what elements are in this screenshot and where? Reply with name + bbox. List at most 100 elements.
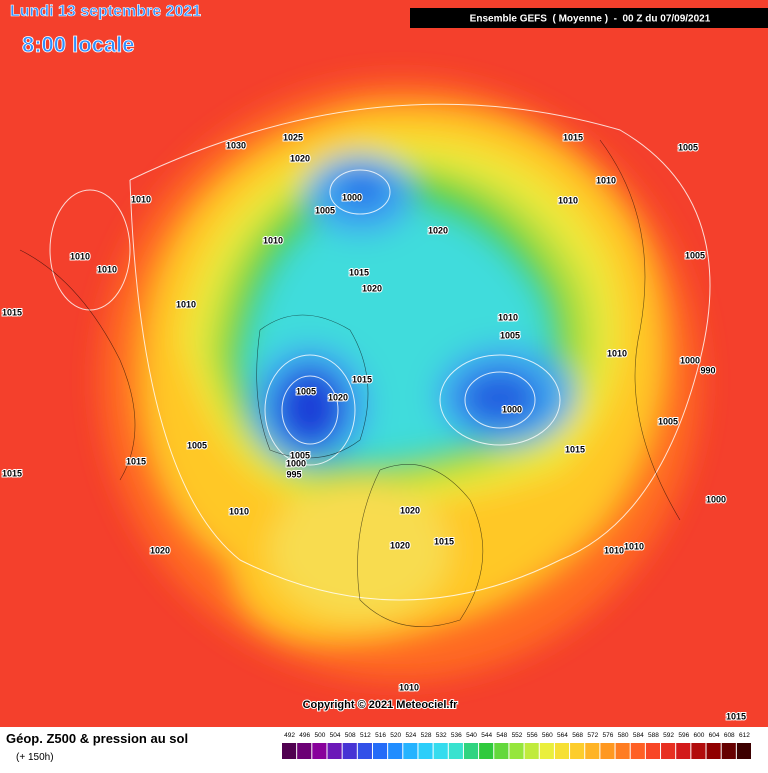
pressure-label: 1005 (658, 416, 678, 426)
pressure-label: 1005 (685, 250, 705, 260)
scale-label: 556 (527, 732, 538, 739)
pressure-label: 1010 (558, 195, 578, 205)
pressure-label: 1010 (604, 545, 624, 555)
pressure-label: 1015 (126, 456, 146, 466)
scale-swatch (661, 743, 676, 759)
isobars (49, 103, 711, 601)
pressure-label: 1010 (624, 541, 644, 551)
scale-label: 548 (496, 732, 507, 739)
date: Lundi 13 septembre 2021 (10, 3, 201, 20)
scale-swatch (691, 743, 706, 759)
scale-swatch (615, 743, 630, 759)
scale-label: 584 (633, 732, 644, 739)
pressure-label: 1020 (400, 505, 420, 515)
time: 8:00 locale (22, 32, 135, 57)
pressure-label: 1010 (176, 299, 196, 309)
pressure-label: 1005 (296, 386, 316, 396)
pressure-label: 1015 (2, 468, 22, 478)
scale-swatch (463, 743, 479, 759)
pressure-label: 1020 (362, 283, 382, 293)
pressure-label: 1005 (500, 330, 520, 340)
pressure-label: 1005 (187, 440, 207, 450)
scale-swatch (645, 743, 661, 759)
scale-label: 532 (436, 732, 447, 739)
model-info: Ensemble GEFS ( Moyenne ) - 00 Z du 07/0… (470, 14, 711, 25)
scale-swatch (600, 743, 615, 759)
scale-label: 612 (739, 732, 750, 739)
pressure-label: 1005 (315, 205, 335, 215)
scale-label: 508 (345, 732, 356, 739)
pressure-label: 1000 (680, 355, 700, 365)
scale-label: 560 (542, 732, 553, 739)
scale-label: 528 (421, 732, 432, 739)
pressure-label: 1010 (263, 235, 283, 245)
pressure-label: 1000 (502, 404, 522, 414)
scale-swatch (418, 743, 433, 759)
scale-label: 580 (618, 732, 629, 739)
scale-label: 516 (375, 732, 386, 739)
scale-swatch (388, 743, 403, 759)
forecast-lead: (+ 150h) (16, 752, 54, 763)
scale-swatch (312, 743, 327, 759)
scale-label: 596 (678, 732, 689, 739)
scale-label: 496 (299, 732, 310, 739)
scale-label: 500 (314, 732, 325, 739)
pressure-label: 1015 (352, 374, 372, 384)
pressure-label: 1010 (607, 348, 627, 358)
copyright: Copyright © 2021 Meteociel.fr (303, 699, 459, 711)
scale-label: 512 (360, 732, 371, 739)
color-scale: 492 496 500 504 508 512 516 520 524 528 532 536 540 5… (282, 732, 751, 759)
pressure-label: 1005 (678, 142, 698, 152)
scale-swatch (736, 743, 751, 759)
pressure-label: 1015 (2, 307, 22, 317)
scale-swatch (676, 743, 691, 759)
header-bar (410, 8, 768, 28)
scale-swatch (524, 743, 539, 759)
scale-swatch (357, 743, 372, 759)
pressure-label: 990 (700, 365, 715, 375)
scale-label: 592 (663, 732, 674, 739)
pressure-label: 1000 (706, 494, 726, 504)
scale-swatch (448, 743, 463, 759)
scale-label: 576 (603, 732, 614, 739)
coastlines (19, 139, 681, 627)
scale-label: 492 (284, 732, 295, 739)
scale-swatch (539, 743, 554, 759)
pressure-label: 1000 (286, 458, 306, 468)
pressure-label: 1020 (150, 545, 170, 555)
pressure-label: 1015 (563, 132, 583, 142)
scale-label: 604 (709, 732, 720, 739)
scale-label: 564 (557, 732, 568, 739)
geopotential-field (100, 80, 700, 680)
pressure-label: 1015 (565, 444, 585, 454)
pressure-label: 1010 (70, 251, 90, 261)
pressure-label: 1000 (342, 192, 362, 202)
scale-swatch (327, 743, 342, 759)
scale-label: 588 (648, 732, 659, 739)
scale-label: 536 (451, 732, 462, 739)
pressure-label: 1015 (726, 711, 746, 721)
legend-title: Géop. Z500 & pression au sol (6, 731, 188, 746)
scale-label: 572 (587, 732, 598, 739)
scale-swatch (585, 743, 600, 759)
pressure-label: 1010 (596, 175, 616, 185)
pressure-label: 1020 (390, 540, 410, 550)
pressure-labels: 1030 1025 1020 1000 1005 1010 1020 1015 … (1, 131, 747, 722)
scale-swatch (282, 743, 297, 759)
scale-label: 540 (466, 732, 477, 739)
scale-label: 568 (572, 732, 583, 739)
scale-swatch (479, 743, 494, 759)
pressure-label: 1010 (97, 264, 117, 274)
scale-swatch (403, 743, 418, 759)
scale-label: 552 (512, 732, 523, 739)
scale-swatch (706, 743, 721, 759)
scale-swatch (570, 743, 585, 759)
pressure-label: 1020 (328, 392, 348, 402)
scale-swatch (554, 743, 570, 759)
scale-label: 524 (405, 732, 416, 739)
pressure-label: 1010 (399, 682, 419, 692)
pressure-label: 1025 (283, 132, 303, 142)
scale-swatch (297, 743, 312, 759)
scale-label: 544 (481, 732, 492, 739)
